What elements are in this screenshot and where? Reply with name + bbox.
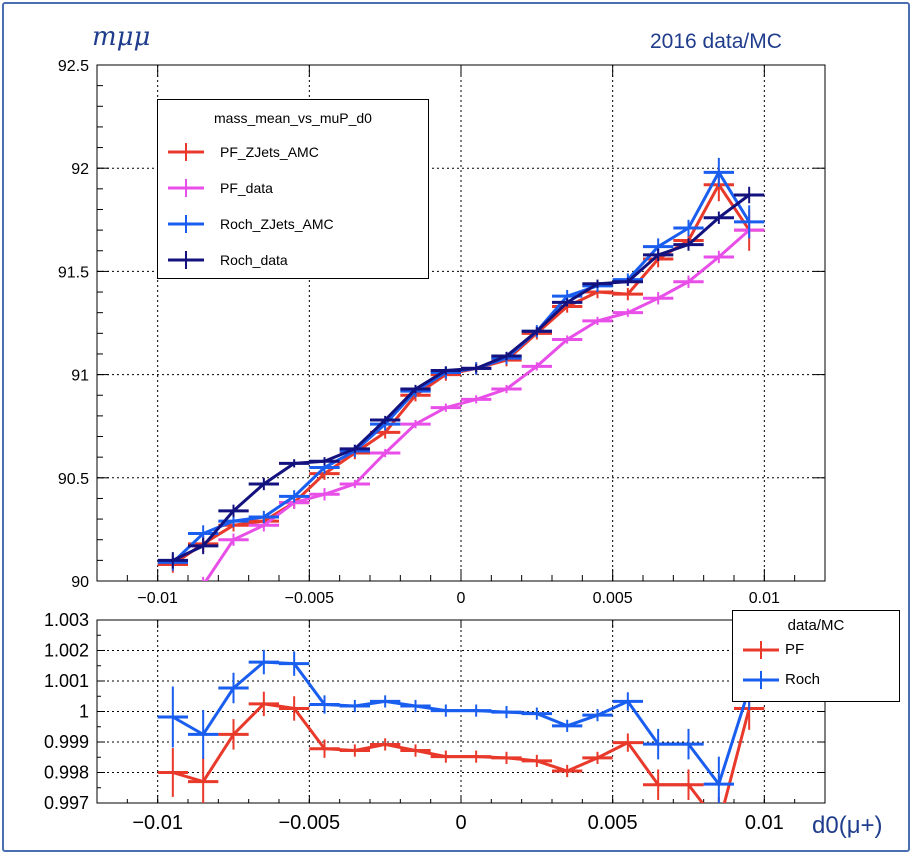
legend-symbol-roch-data [168, 251, 204, 269]
ratio-legend-title: data/MC [787, 617, 845, 634]
main-x-tick-label: 0.005 [593, 590, 633, 607]
ratio-x-tick-label: −0.005 [278, 812, 340, 834]
ratio-y-tick-label: 1.003 [44, 610, 89, 630]
main-x-tick-label: 0 [457, 590, 466, 607]
ratio-y-tick-label: 0.999 [44, 732, 89, 752]
legend-label-roch: Roch [785, 671, 821, 688]
main-legend: mass_mean_vs_muP_d0 PF_ZJets_AMC PF_data… [157, 99, 429, 279]
legend-entry-pf: PF [733, 636, 899, 666]
legend-label-pf-zjets-amc: PF_ZJets_AMC [220, 144, 319, 160]
ratio-x-tick-label: 0.005 [588, 812, 638, 834]
ratio-y-tick-label: 1 [79, 702, 89, 722]
figure-frame [2, 2, 910, 852]
main-y-tick-label: 91.5 [58, 264, 89, 281]
legend-symbol-pf-data [168, 179, 204, 197]
ratio-legend: data/MC PF Roch [732, 610, 900, 702]
main-panel: −0.01 −0.005 0 0.005 0.01 90 90.5 91 91.5 92 92.5 [58, 58, 826, 607]
ratio-y-tick-label: 1.002 [44, 641, 89, 661]
chart-title: 2016 data/MC [650, 30, 782, 53]
y-axis-label: mμμ [92, 22, 151, 52]
legend-entry-pf-zjets-amc: PF_ZJets_AMC [158, 134, 428, 170]
main-y-tick-label: 90 [71, 574, 89, 591]
ratio-x-tick-label: 0.01 [745, 812, 784, 834]
legend-symbol-roch [743, 671, 779, 689]
main-series-roch-data [157, 186, 765, 569]
main-series-group [157, 157, 765, 581]
legend-entry-roch-data: Roch_data [158, 242, 428, 278]
legend-label-roch-zjets-amc: Roch_ZJets_AMC [220, 216, 334, 232]
ratio-y-tick-label: 1.001 [44, 671, 89, 691]
main-y-tick-label: 92.5 [58, 58, 89, 75]
main-x-tick-label: −0.005 [285, 590, 334, 607]
legend-entry-roch: Roch [733, 666, 899, 696]
main-x-tick-label: −0.01 [137, 590, 178, 607]
main-x-tick-label: 0.01 [749, 590, 780, 607]
legend-entry-roch-zjets-amc: Roch_ZJets_AMC [158, 206, 428, 242]
ratio-y-tick-label: 0.997 [44, 793, 89, 813]
main-y-tick-label: 92 [71, 161, 89, 178]
main-y-tick-label: 91 [71, 368, 89, 385]
ratio-series-pf [157, 687, 765, 803]
legend-label-roch-data: Roch_data [220, 252, 288, 268]
ratio-y-tick-label: 0.998 [44, 763, 89, 783]
ratio-x-tick-label: −0.01 [132, 812, 183, 834]
ratio-panel: −0.01 −0.005 0 0.005 0.01 0.997 0.998 0.999 1 1.0… [44, 610, 826, 834]
legend-symbol-pf [743, 641, 779, 659]
legend-entry-pf-data: PF_data [158, 170, 428, 206]
legend-label-pf: PF [785, 641, 805, 658]
legend-label-pf-data: PF_data [220, 180, 273, 196]
legend-symbol-roch-zjets-amc [168, 215, 204, 233]
legend-symbol-pf-zjets-amc [168, 143, 204, 161]
main-y-tick-label: 90.5 [58, 471, 89, 488]
series-line-pf-data [204, 228, 751, 581]
ratio-x-tick-label: 0 [455, 812, 466, 834]
x-axis-label: d0(μ+) [812, 812, 883, 839]
main-legend-title: mass_mean_vs_muP_d0 [214, 110, 372, 126]
